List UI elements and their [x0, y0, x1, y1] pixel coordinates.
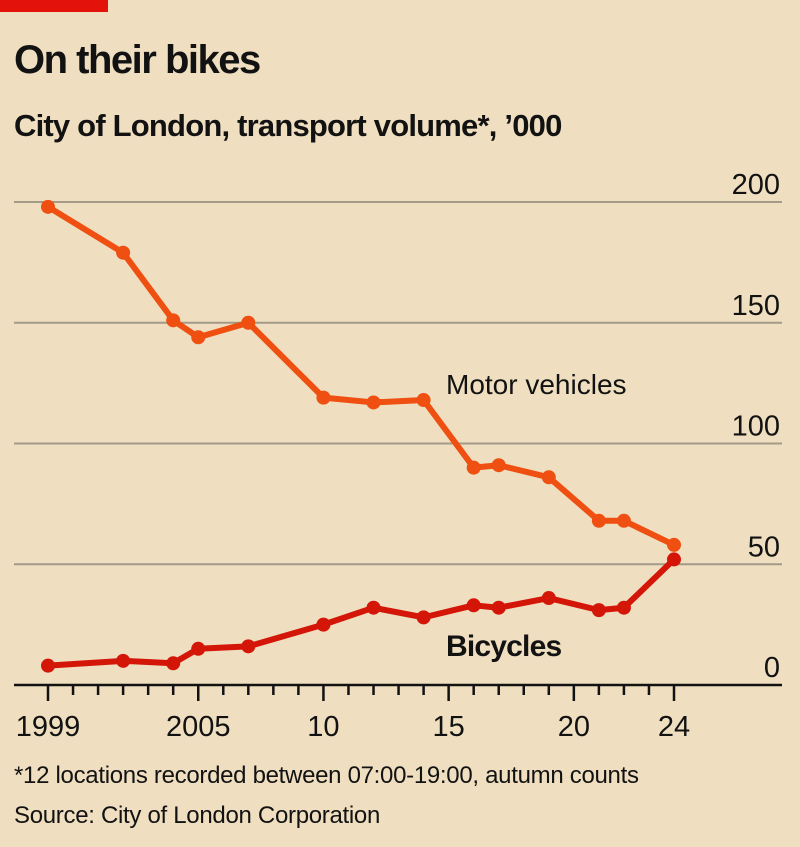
bicycles-point-2022	[616, 600, 631, 615]
series-label-bicycles: Bicycles	[446, 630, 561, 663]
motor-vehicles-point-2012	[366, 395, 381, 410]
bicycles-point-2007	[241, 639, 256, 654]
y-axis-tick-labels: 0 50 100 150 200	[732, 169, 780, 684]
gridlines	[14, 201, 782, 566]
footnote: *12 locations recorded between 07:00-19:…	[14, 762, 639, 789]
line-chart: 0 50 100 150 200 1999 2005 10 15 20 24 Motor vehi…	[14, 169, 782, 743]
x-tick-label-10: 10	[307, 711, 339, 743]
y-tick-label-200: 200	[732, 169, 780, 201]
motor-vehicles-point-2017	[491, 458, 506, 473]
y-tick-label-100: 100	[732, 411, 780, 443]
bicycles-point-2016	[466, 598, 481, 613]
y-tick-label-0: 0	[764, 652, 780, 684]
x-tick-label-1999: 1999	[16, 711, 81, 743]
motor-vehicles-point-1999	[41, 199, 55, 214]
y-tick-label-50: 50	[748, 531, 780, 563]
bicycles-point-2024	[667, 552, 681, 567]
motor-vehicles-point-2007	[241, 315, 256, 330]
x-tick-label-24: 24	[658, 711, 690, 743]
bicycles-point-2021	[591, 603, 606, 618]
series-label-motor-vehicles: Motor vehicles	[446, 369, 627, 400]
motor-vehicles-point-2002	[116, 245, 131, 260]
bicycles-point-2019	[541, 591, 556, 606]
bicycles-point-2012	[366, 600, 381, 615]
motor-vehicles-point-2019	[541, 470, 556, 485]
motor-vehicles-point-2016	[466, 460, 481, 475]
x-axis-tick-labels: 1999 2005 10 15 20 24	[16, 711, 690, 743]
bicycles-point-2014	[416, 610, 431, 625]
x-tick-label-2005: 2005	[166, 711, 231, 743]
x-tick-label-20: 20	[558, 711, 590, 743]
motor-vehicles-point-2010	[316, 390, 331, 405]
bicycles-point-2010	[316, 617, 331, 632]
bicycles-line	[45, 556, 677, 669]
y-tick-label-150: 150	[732, 290, 780, 322]
bicycles-point-2004	[166, 656, 181, 671]
series-labels: Motor vehicles Bicycles	[446, 369, 627, 663]
source-note: Source: City of London Corporation	[14, 802, 381, 829]
x-tick-label-15: 15	[433, 711, 465, 743]
bicycles-point-1999	[41, 658, 55, 673]
bicycles-point-2002	[116, 653, 131, 668]
series-lines	[41, 199, 681, 673]
motor-vehicles-point-2004	[166, 313, 181, 328]
motor-vehicles-point-2022	[616, 513, 631, 528]
chart-subtitle: City of London, transport volume*, ’000	[14, 108, 562, 143]
x-axis	[14, 683, 782, 701]
chart-title: On their bikes	[14, 38, 261, 82]
motor-vehicles-point-2014	[416, 393, 431, 408]
motor-vehicles-point-2024	[667, 537, 681, 552]
motor-vehicles-point-2021	[591, 513, 606, 528]
bicycles-point-2017	[491, 600, 506, 615]
motor-vehicles-point-2005	[191, 330, 206, 345]
brand-tag	[0, 0, 108, 12]
bicycles-point-2005	[191, 641, 206, 656]
